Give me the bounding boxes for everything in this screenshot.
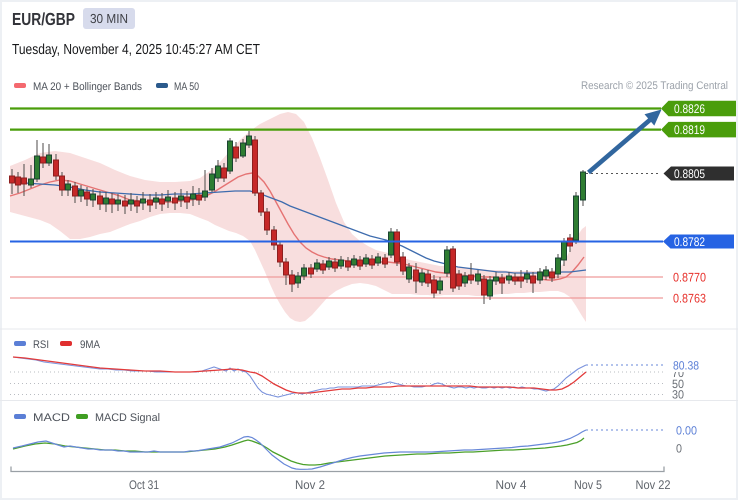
svg-text:Nov 22: Nov 22 [636, 478, 671, 492]
svg-text:0.8770: 0.8770 [673, 270, 706, 284]
svg-text:0.8763: 0.8763 [673, 291, 706, 305]
svg-text:30: 30 [672, 388, 684, 402]
svg-text:MA 20 + Bollinger Bands: MA 20 + Bollinger Bands [33, 81, 142, 93]
svg-text:MA 50: MA 50 [174, 81, 199, 93]
svg-text:Nov 2: Nov 2 [295, 478, 325, 492]
svg-text:30 MIN: 30 MIN [90, 11, 128, 26]
svg-text:Oct 31: Oct 31 [129, 478, 159, 492]
svg-text:RSI: RSI [33, 339, 49, 351]
svg-text:50: 50 [672, 377, 684, 391]
svg-text:Nov 5: Nov 5 [574, 478, 602, 492]
svg-text:80.38: 80.38 [673, 359, 699, 373]
svg-text:0.00: 0.00 [676, 424, 697, 438]
svg-text:0.8819: 0.8819 [674, 123, 705, 137]
svg-text:EUR/GBP: EUR/GBP [12, 9, 75, 29]
svg-text:0.8826: 0.8826 [674, 102, 705, 116]
svg-text:0.8782: 0.8782 [674, 235, 705, 249]
svg-text:MACD: MACD [33, 412, 70, 424]
svg-text:Nov 4: Nov 4 [496, 478, 527, 492]
svg-text:Research © 2025 Trading Centra: Research © 2025 Trading Central [581, 80, 728, 92]
svg-text:MACD Signal: MACD Signal [95, 412, 160, 424]
svg-text:Tuesday, November 4, 2025 10:4: Tuesday, November 4, 2025 10:45:27 AM CE… [12, 42, 260, 58]
svg-text:9MA: 9MA [80, 339, 101, 351]
svg-text:0: 0 [676, 442, 682, 456]
svg-text:0.8805: 0.8805 [674, 167, 705, 181]
